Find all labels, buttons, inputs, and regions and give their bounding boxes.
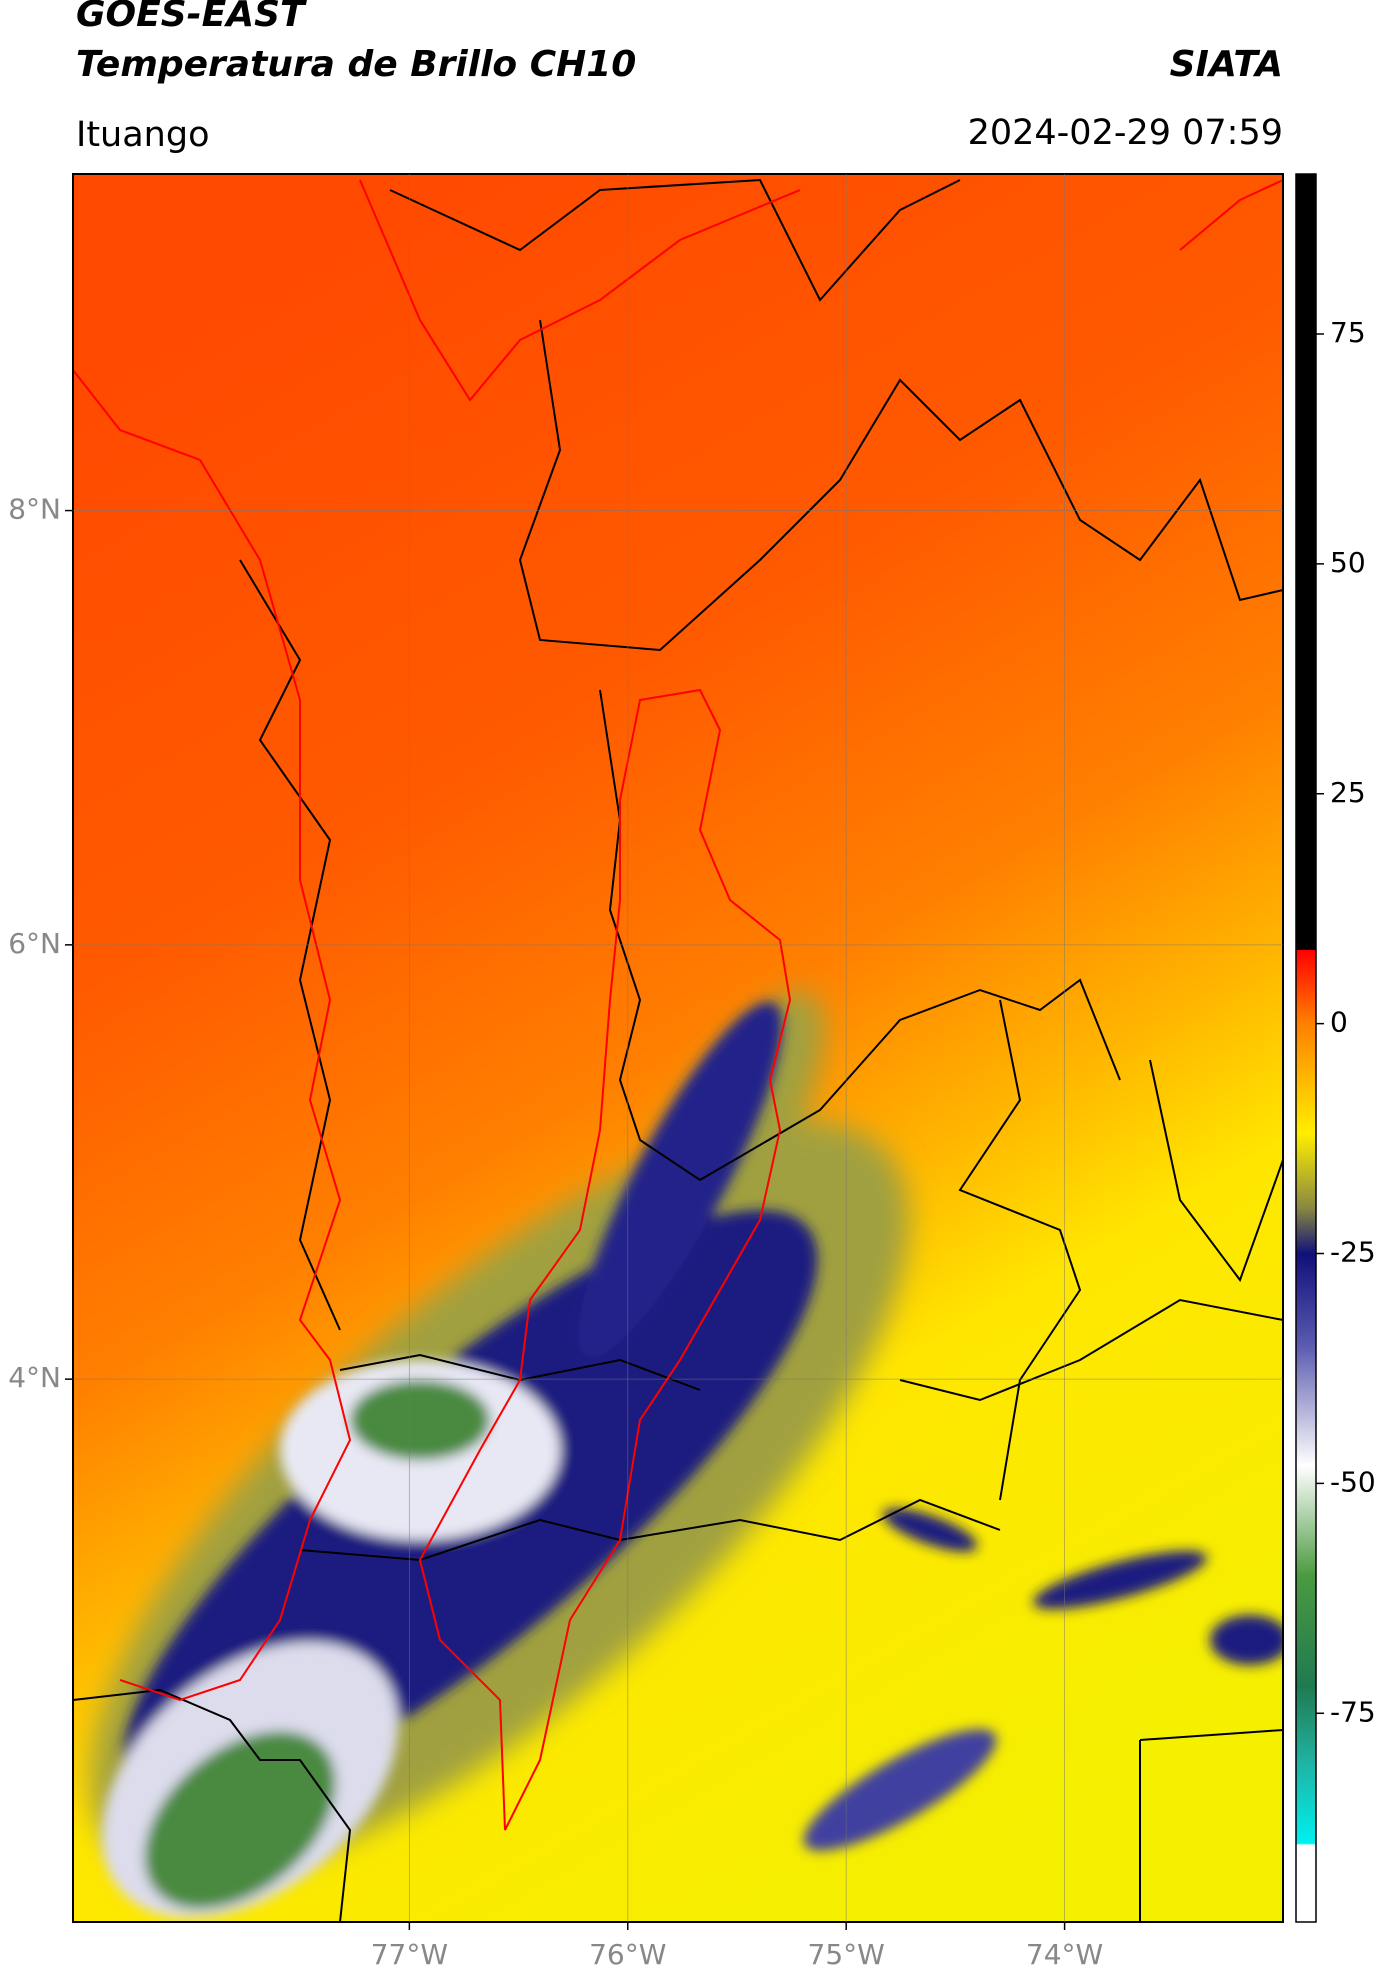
colorbar bbox=[1295, 173, 1317, 1923]
datetime: 2024-02-29 07:59 bbox=[968, 113, 1283, 153]
x-tick-label: 75°W bbox=[808, 1938, 885, 1971]
x-tick-label: 77°W bbox=[371, 1938, 448, 1971]
organization: SIATA bbox=[1170, 44, 1283, 85]
colorbar-tick-label: 50 bbox=[1330, 546, 1366, 579]
y-tick-label: 8°N bbox=[8, 493, 61, 526]
colorbar-tick-label: -50 bbox=[1330, 1465, 1376, 1498]
y-tick-label: 4°N bbox=[8, 1361, 61, 1394]
colorbar-tick-label: -75 bbox=[1330, 1695, 1376, 1728]
colorbar-tick-label: 25 bbox=[1330, 776, 1366, 809]
map-frame bbox=[72, 173, 1284, 1923]
x-tick-label: 76°W bbox=[589, 1938, 666, 1971]
y-tick-label: 6°N bbox=[8, 927, 61, 960]
satellite-image bbox=[73, 174, 1283, 1922]
subtitle: Temperatura de Brillo CH10 bbox=[76, 44, 636, 85]
colorbar-tick-label: -25 bbox=[1330, 1236, 1376, 1269]
colorbar-tick-label: 0 bbox=[1330, 1006, 1348, 1039]
location: Ituango bbox=[76, 115, 210, 155]
x-tick-label: 74°W bbox=[1026, 1938, 1103, 1971]
colorbar-tick-label: 75 bbox=[1330, 316, 1366, 349]
title: GOES-EAST bbox=[76, 0, 307, 35]
